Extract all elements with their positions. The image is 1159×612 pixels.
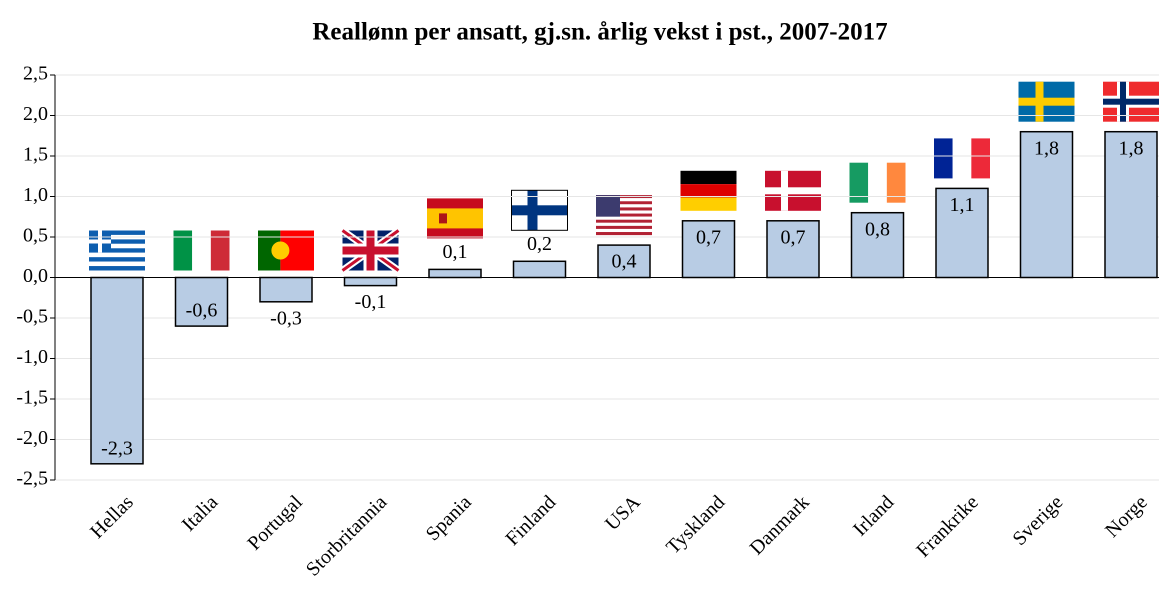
flag-part [89,239,145,244]
flag-part [596,204,652,208]
y-tick-label: 2,0 [23,103,48,125]
flag-part [934,138,953,179]
x-tick-label: Storbritannia [302,491,391,580]
data-label: -0,3 [270,307,302,329]
y-tick-label: -2,5 [16,468,48,490]
bar [343,276,398,287]
flag-part [868,162,887,203]
flag-part [596,219,652,223]
flag-part [210,230,230,271]
data-label: -0,1 [355,291,387,313]
flag-part [596,210,652,214]
data-label: 0,2 [527,233,552,255]
flag-part [971,138,990,179]
x-tick-label: Norge [1101,491,1152,542]
x-tick-label: USA [601,491,645,535]
flag-part [765,187,821,195]
flag-part [89,239,111,244]
flag-part [192,230,211,271]
y-tick-label: -1,0 [16,346,48,368]
y-tick-label: -2,0 [16,427,48,449]
flag-part [596,232,652,236]
bar [850,211,905,279]
flag-part [89,248,145,253]
x-tick-label: Italia [178,491,223,536]
bar [428,268,482,279]
flag-part [89,252,145,258]
flag-part [680,184,737,198]
data-label: 1,8 [1119,137,1144,159]
x-tick-label: Irland [849,491,898,540]
x-tick-label: Tyskland [662,491,729,558]
flag-part [258,230,281,271]
data-label: 0,7 [781,226,806,248]
flag-part [680,170,737,185]
x-tick-label: Sverige [1009,491,1068,550]
flag-part [952,138,972,179]
bar [259,276,313,303]
flag-part [89,266,145,271]
flag-part [596,213,652,217]
chart-title: Reallønn per ansatt, gj.sn. årlig vekst … [312,19,887,46]
y-tick-label: 1,0 [23,184,48,206]
data-label: 0,4 [612,251,637,273]
flags [89,81,1159,274]
bar [935,187,989,279]
x-tick-label: Finland [502,491,561,550]
bar [681,220,736,279]
flag-part [596,216,652,220]
flag-part [271,241,290,260]
x-tick-label: Spania [422,491,476,545]
flag-part [596,222,652,226]
data-label: 1,8 [1034,137,1059,159]
flag-part [511,205,568,216]
x-tick-label: Portugal [243,491,307,555]
flag-part [89,230,145,235]
bar [1019,130,1074,279]
y-tick-label: -0,5 [16,306,48,328]
flag-part [596,228,652,233]
flag-part [1103,98,1159,105]
flag-part [596,225,652,229]
flag-part [173,230,193,271]
flag-part [596,198,652,202]
y-tick-label: -1,5 [16,387,48,409]
x-tick-label: Frankrike [912,491,983,562]
flag-part [89,257,145,262]
data-label: -2,3 [101,437,133,459]
flag-part [89,243,145,249]
data-label: 0,8 [865,218,890,240]
flag-part [849,162,869,203]
flag-part [342,246,399,255]
bar [1104,130,1158,279]
data-label: 0,1 [443,241,468,263]
y-tick-label: 0,0 [23,265,48,287]
flag-part [89,261,145,267]
x-tick-label: Danmark [746,491,814,559]
bar [597,244,651,279]
y-tick-label: 0,5 [23,225,48,247]
flag-part [680,197,737,211]
bar [174,276,229,327]
data-label: 0,7 [696,226,721,248]
y-tick-label: 1,5 [23,144,48,166]
flag-part [1018,97,1075,106]
y-tick-label: 2,5 [23,63,48,85]
flag-part [596,195,620,217]
bar [766,220,820,279]
bar [512,260,567,279]
data-label: -0,6 [186,300,218,322]
x-tick-label: Hellas [86,491,138,543]
data-label: 1,1 [950,194,975,216]
bar [90,276,144,465]
flag-part [511,189,568,231]
flag-part [596,201,652,205]
flag-part [596,207,652,211]
flag-part [439,213,447,224]
flag-part [427,208,483,229]
flag-part [886,162,906,203]
